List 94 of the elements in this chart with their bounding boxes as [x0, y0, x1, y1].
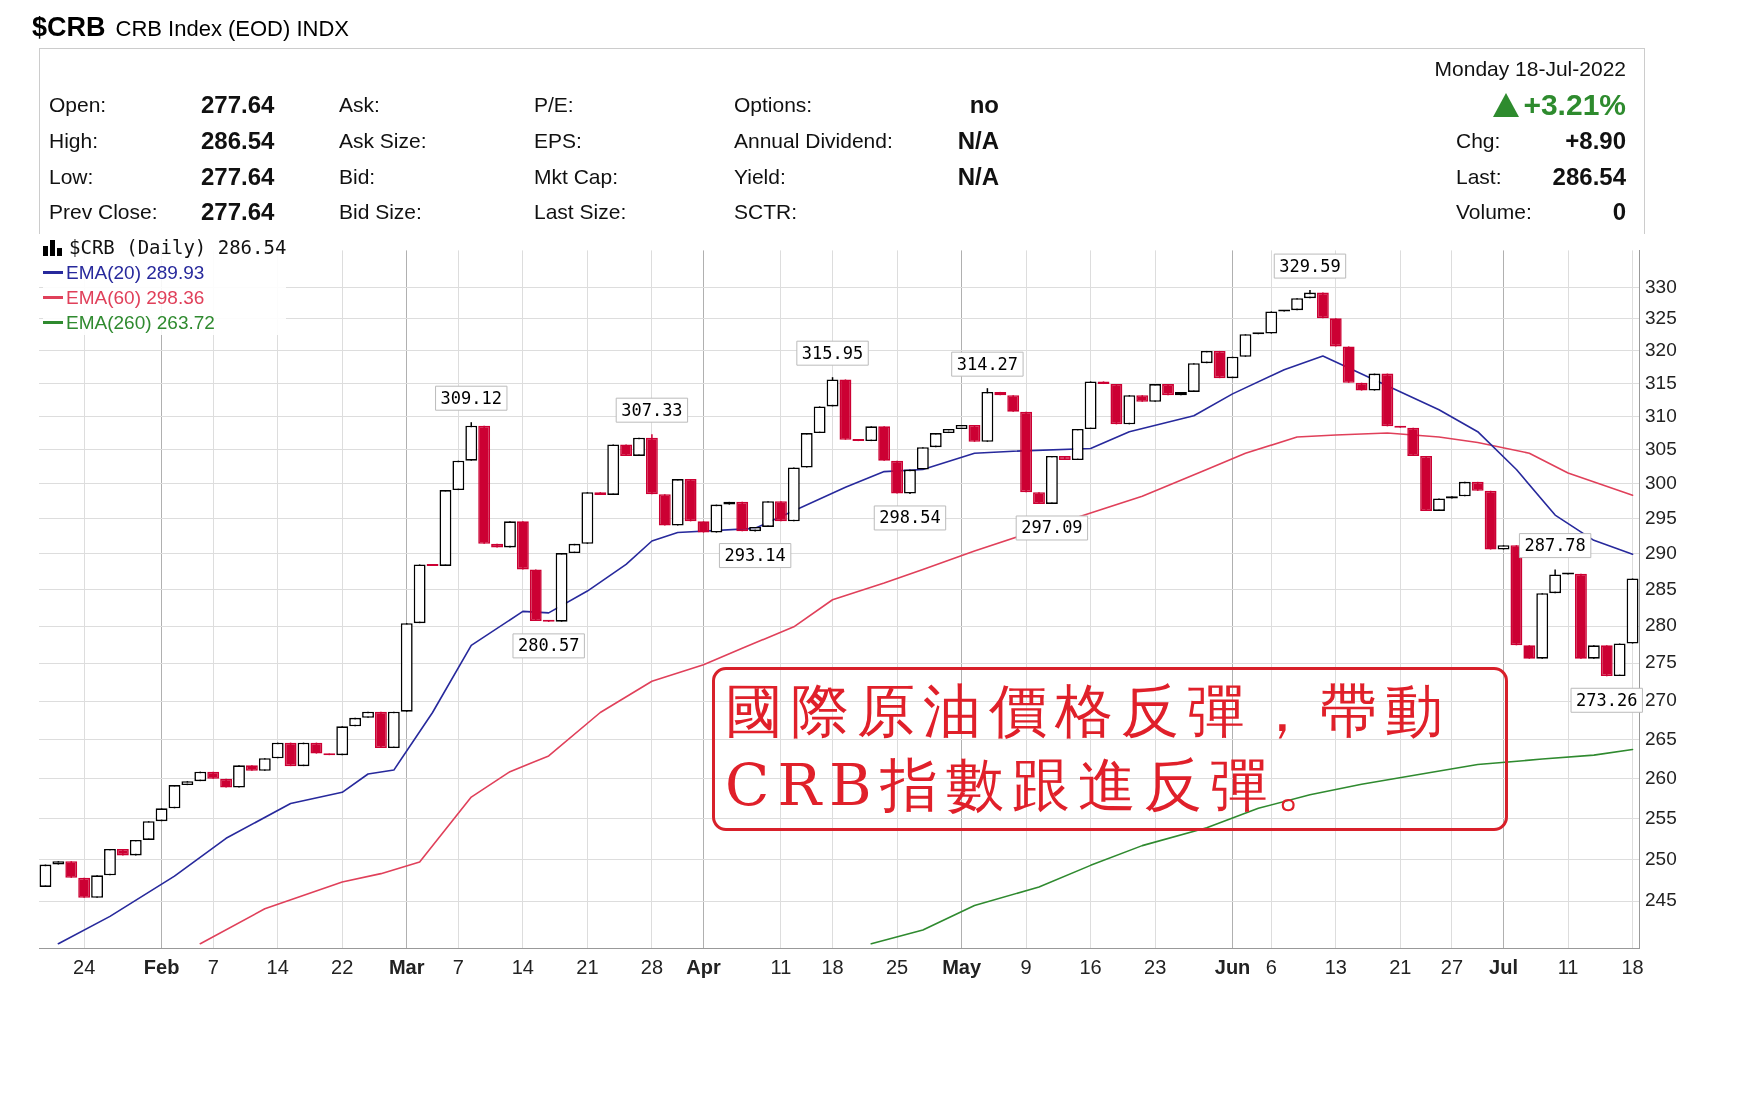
text: Volume:: [1456, 199, 1532, 225]
text: EPS:: [534, 128, 582, 154]
y-tick-label: 330: [1645, 275, 1677, 297]
text: High:: [49, 128, 99, 154]
y-tick-label: 270: [1645, 689, 1677, 711]
text: N/A: [957, 162, 999, 192]
text: P/E:: [534, 92, 574, 118]
annotation: 287.78: [1524, 535, 1586, 556]
x-tick-label: Mar: [388, 955, 425, 978]
annotation: 315.95: [801, 342, 864, 363]
x-tick-label: 11: [1557, 955, 1579, 978]
text: Open:: [49, 92, 107, 118]
legend-label: EMA(60) 298.36: [66, 286, 205, 310]
y-tick-label: 325: [1645, 307, 1677, 329]
y-tick-label: 315: [1645, 371, 1677, 393]
annotation: 293.14: [724, 545, 786, 565]
x-tick-label: 21: [576, 955, 599, 978]
annotation: 273.26: [1576, 689, 1638, 710]
x-tick-label: 22: [331, 955, 354, 978]
x-tick-label: May: [942, 955, 982, 978]
text: Yield:: [734, 164, 786, 190]
x-tick-label: Jul: [1489, 955, 1518, 978]
annotation: 297.09: [1021, 517, 1083, 538]
text: 286.54: [201, 126, 275, 156]
annotation: 329.59: [1279, 255, 1341, 276]
text: Monday 18-Jul-2022: [1434, 56, 1626, 82]
y-tick-label: 305: [1645, 438, 1677, 460]
text: 277.64: [201, 90, 275, 120]
x-tick-label: 18: [821, 955, 844, 978]
annotation: 280.57: [517, 635, 580, 656]
y-tick-label: 275: [1645, 651, 1677, 673]
text: Bid:: [339, 164, 376, 190]
text: Mkt Cap:: [534, 164, 619, 190]
text: 0: [1612, 197, 1626, 227]
x-tick-label: 16: [1079, 955, 1102, 978]
x-tick-label: 21: [1389, 955, 1412, 978]
text: Options:: [734, 92, 813, 118]
text: Ask Size:: [339, 128, 427, 154]
candlestick: [826, 376, 839, 408]
y-tick-label: 295: [1645, 506, 1677, 528]
annotation: 307.33: [621, 399, 683, 420]
y-tick-label: 300: [1645, 472, 1677, 494]
chart-subtitle: CRB Index (EOD) INDX: [115, 16, 350, 41]
text: 277.64: [201, 197, 275, 227]
y-tick-label: 285: [1645, 577, 1677, 599]
annotation: 314.27: [956, 353, 1019, 374]
x-tick-label: 14: [511, 955, 534, 978]
x-tick-label: 7: [207, 955, 219, 978]
legend-label: EMA(20) 289.93: [66, 261, 205, 285]
text: no: [969, 90, 999, 120]
x-tick-label: 25: [885, 955, 909, 978]
text: 277.64: [201, 162, 275, 192]
x-tick-label: 7: [452, 955, 464, 978]
text: Ask:: [339, 92, 380, 118]
x-tick-label: 14: [266, 955, 289, 978]
x-tick-label: 6: [1265, 955, 1277, 978]
x-tick-label: 11: [770, 955, 792, 978]
text: 286.54: [1552, 162, 1626, 192]
y-tick-label: 255: [1645, 807, 1677, 829]
x-tick-label: 9: [1020, 955, 1032, 978]
legend-label: EMA(260) 263.72: [66, 311, 215, 335]
text: +8.90: [1565, 126, 1626, 156]
text: Low:: [49, 164, 94, 190]
legend-label: $CRB (Daily) 286.54: [69, 235, 287, 260]
annotation: 國際原油價格反彈，帶動CRB指數跟進反彈。: [712, 667, 1508, 831]
annotation: 309.12: [440, 387, 502, 408]
y-tick-label: 265: [1645, 727, 1677, 749]
chart-title: $CRB: [32, 12, 106, 42]
x-tick-label: 13: [1324, 955, 1347, 978]
x-tick-label: Jun: [1214, 955, 1251, 978]
x-tick-label: Feb: [143, 955, 180, 978]
annotation: 298.54: [879, 507, 941, 528]
text: N/A: [957, 126, 999, 156]
text: Bid Size:: [339, 199, 422, 225]
y-tick-label: 250: [1645, 847, 1677, 869]
y-tick-label: 245: [1645, 889, 1677, 911]
x-tick-label: 27: [1440, 955, 1464, 978]
y-tick-label: 280: [1645, 614, 1677, 636]
y-tick-label: 260: [1645, 767, 1677, 789]
text: SCTR:: [734, 199, 797, 225]
x-tick-label: 24: [73, 955, 96, 978]
text: Last:: [1456, 164, 1502, 190]
text: Last Size:: [534, 199, 627, 225]
y-tick-label: 290: [1645, 542, 1677, 563]
text: Chg:: [1456, 128, 1501, 154]
y-tick-label: 320: [1645, 339, 1677, 361]
x-tick-label: 23: [1144, 955, 1167, 978]
x-tick-label: Apr: [686, 955, 721, 978]
x-tick-label: 18: [1621, 955, 1644, 978]
text: Annual Dividend:: [734, 128, 893, 154]
x-tick-label: 28: [640, 955, 664, 978]
text: Prev Close:: [49, 199, 158, 225]
y-tick-label: 310: [1645, 404, 1677, 426]
text: +3.21%: [1523, 88, 1626, 121]
